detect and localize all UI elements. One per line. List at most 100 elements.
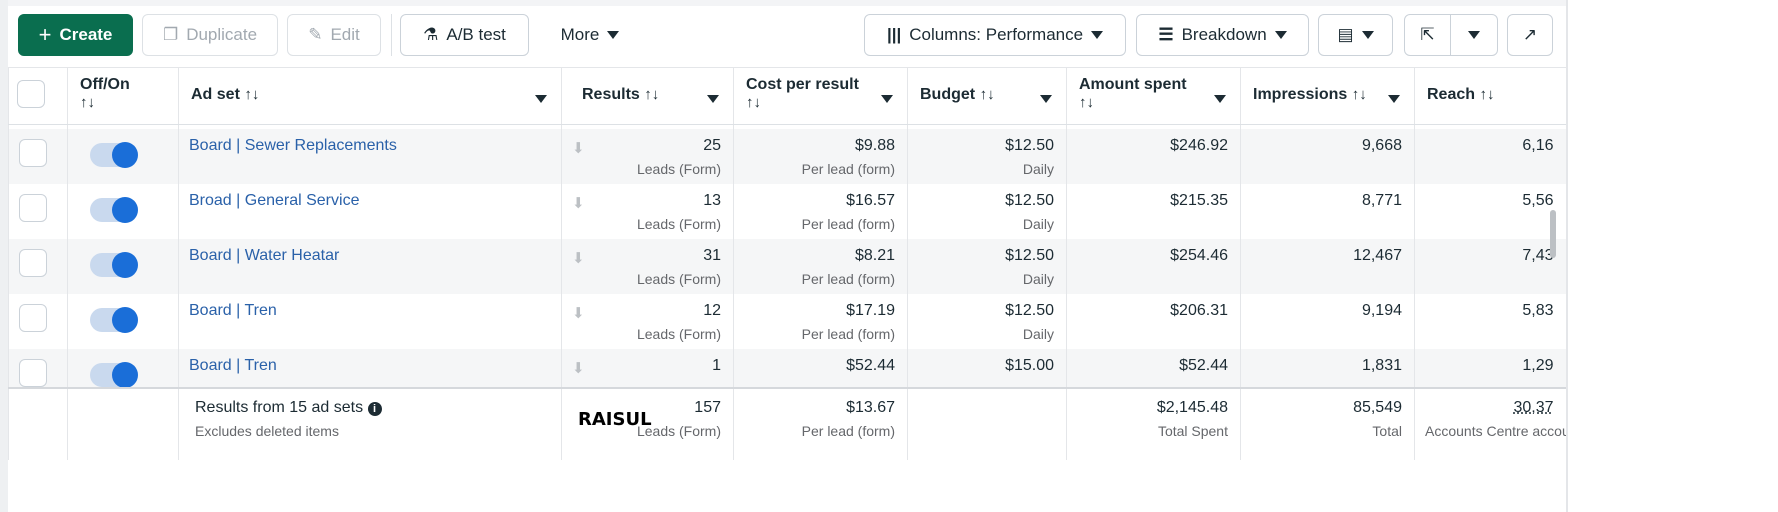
spent-cell: $52.44 bbox=[1066, 348, 1241, 388]
ab-test-button[interactable]: ⚗ A/B test bbox=[400, 14, 529, 56]
sort-icon[interactable]: ↑↓ bbox=[1079, 94, 1094, 111]
header-cost-per-result[interactable]: Cost per result ↑↓ bbox=[733, 67, 908, 125]
header-reach[interactable]: Reach ↑↓ bbox=[1414, 67, 1566, 125]
summary-reach-sub: Accounts Centre accounts bbox=[1425, 422, 1566, 439]
breakdown-icon: ☰ bbox=[1158, 25, 1174, 44]
ad-set-link[interactable]: Board | Water Heatar bbox=[189, 246, 340, 264]
on-off-toggle[interactable] bbox=[90, 196, 138, 223]
watermark: RAISUL bbox=[578, 408, 652, 430]
impressions-value: 12,467 bbox=[1353, 246, 1402, 264]
cost-cell: $17.19 Per lead (form) bbox=[733, 293, 908, 349]
chevron-down-icon[interactable] bbox=[1468, 31, 1480, 39]
on-off-toggle[interactable] bbox=[90, 361, 138, 388]
breakdown-button[interactable]: ☰ Breakdown bbox=[1136, 14, 1309, 56]
summary-impressions-sub: Total bbox=[1372, 422, 1402, 439]
edit-label: Edit bbox=[330, 25, 360, 44]
ad-set-link[interactable]: Broad | General Service bbox=[189, 191, 360, 209]
summary-spent: $2,145.48 Total Spent bbox=[1066, 386, 1241, 460]
results-cell: ⬇ 1 bbox=[561, 348, 734, 388]
on-off-toggle[interactable] bbox=[90, 306, 138, 333]
table-row: Broad | General Service ⬇ 13 Leads (Form) … bbox=[8, 183, 1566, 239]
header-impressions[interactable]: Impressions ↑↓ bbox=[1240, 67, 1415, 125]
summary-impressions: 85,549 Total bbox=[1240, 386, 1415, 460]
edit-button[interactable]: ✎ Edit bbox=[287, 14, 381, 56]
chevron-down-icon[interactable] bbox=[1388, 95, 1400, 103]
row-checkbox[interactable] bbox=[19, 138, 47, 167]
table-row: Board | Tren ⬇ 1 $52.44 $15.00 $52.44 1,831 1… bbox=[8, 348, 1566, 388]
create-button[interactable]: + Create bbox=[18, 14, 133, 56]
select-all-checkbox[interactable] bbox=[17, 80, 45, 108]
header-label: Reach bbox=[1427, 86, 1476, 103]
chevron-down-icon bbox=[607, 31, 620, 39]
ad-set-name-cell: Board | Tren bbox=[178, 348, 562, 388]
summary-impressions-value: 85,549 bbox=[1353, 398, 1402, 416]
export-icon[interactable]: ⇱ bbox=[1405, 15, 1451, 55]
header-amount-spent[interactable]: Amount spent ↑↓ bbox=[1066, 67, 1241, 125]
select-all-header bbox=[8, 67, 68, 125]
summary-results-sub: Leads (Form) bbox=[636, 422, 721, 439]
sort-icon[interactable]: ↑↓ bbox=[1351, 86, 1367, 103]
summary-cost: $13.67 Per lead (form) bbox=[733, 386, 908, 460]
chevron-down-icon[interactable] bbox=[881, 95, 893, 103]
header-budget[interactable]: Budget ↑↓ bbox=[907, 67, 1067, 125]
reports-button[interactable]: ▤ bbox=[1318, 14, 1393, 56]
columns-button[interactable]: ||| Columns: Performance bbox=[864, 14, 1126, 56]
results-cell: ⬇ 31 Leads (Form) bbox=[561, 238, 734, 294]
on-off-toggle[interactable] bbox=[90, 141, 138, 168]
chevron-down-icon[interactable] bbox=[707, 95, 719, 103]
more-button[interactable]: More bbox=[545, 14, 635, 56]
info-icon[interactable]: i bbox=[367, 401, 382, 416]
download-icon[interactable]: ⬇ bbox=[572, 359, 585, 377]
row-checkbox[interactable] bbox=[19, 358, 47, 387]
vertical-scrollbar[interactable] bbox=[1550, 210, 1556, 258]
sort-icon[interactable]: ↑↓ bbox=[80, 94, 95, 111]
summary-results: RAISUL 157 Leads (Form) bbox=[561, 386, 734, 460]
row-checkbox[interactable] bbox=[19, 193, 47, 222]
impressions-cell: 9,194 bbox=[1240, 293, 1415, 349]
charts-button[interactable]: ↗ bbox=[1507, 14, 1553, 56]
download-icon[interactable]: ⬇ bbox=[572, 194, 585, 212]
download-icon[interactable]: ⬇ bbox=[572, 304, 585, 322]
chevron-down-icon[interactable] bbox=[535, 95, 547, 103]
reach-value: 5,56 bbox=[1522, 191, 1554, 209]
summary-reach-value[interactable]: 30,37 bbox=[1513, 398, 1554, 416]
ad-set-link[interactable]: Board | Sewer Replacements bbox=[189, 136, 397, 154]
export-button-group[interactable]: ⇱ bbox=[1404, 14, 1498, 56]
ad-set-link[interactable]: Board | Tren bbox=[189, 301, 277, 319]
header-ad-set[interactable]: Ad set ↑↓ bbox=[178, 67, 562, 125]
duplicate-button[interactable]: ❐ Duplicate bbox=[142, 14, 278, 56]
header-label: Budget bbox=[920, 86, 976, 103]
results-value: 12 bbox=[703, 301, 721, 319]
header-label: Cost per result bbox=[746, 76, 859, 93]
download-icon[interactable]: ⬇ bbox=[572, 249, 585, 267]
results-sub: Leads (Form) bbox=[636, 270, 721, 287]
sort-icon[interactable]: ↑↓ bbox=[244, 86, 260, 103]
row-checkbox[interactable] bbox=[19, 303, 47, 332]
cost-value: $17.19 bbox=[846, 301, 895, 319]
sort-icon[interactable]: ↑↓ bbox=[979, 86, 995, 103]
reach-value: 7,43 bbox=[1522, 246, 1554, 264]
sort-icon[interactable]: ↑↓ bbox=[746, 94, 761, 111]
chevron-down-icon[interactable] bbox=[1214, 95, 1226, 103]
sort-icon[interactable]: ↑↓ bbox=[1479, 86, 1495, 103]
chevron-down-icon bbox=[1091, 31, 1104, 39]
table-row-partial bbox=[8, 124, 1566, 129]
summary-budget bbox=[907, 386, 1067, 460]
chevron-down-icon[interactable] bbox=[1040, 95, 1052, 103]
ad-set-link[interactable]: Board | Tren bbox=[189, 356, 277, 374]
select-cell bbox=[8, 128, 68, 184]
select-cell bbox=[8, 293, 68, 349]
header-results[interactable]: Results ↑↓ bbox=[561, 67, 734, 125]
reach-cell: 7,43 bbox=[1414, 238, 1566, 294]
row-checkbox[interactable] bbox=[19, 248, 47, 277]
sort-icon[interactable]: ↑↓ bbox=[644, 86, 660, 103]
reach-value: 6,16 bbox=[1522, 136, 1554, 154]
summary-cost-sub: Per lead (form) bbox=[801, 422, 895, 439]
summary-reach: 30,37 Accounts Centre accounts bbox=[1414, 386, 1566, 460]
download-icon[interactable]: ⬇ bbox=[572, 139, 585, 157]
header-off-on[interactable]: Off/On ↑↓ bbox=[67, 67, 179, 125]
impressions-value: 1,831 bbox=[1361, 356, 1402, 374]
results-sub: Leads (Form) bbox=[636, 325, 721, 342]
on-off-toggle[interactable] bbox=[90, 251, 138, 278]
summary-results-value: 157 bbox=[694, 398, 721, 416]
